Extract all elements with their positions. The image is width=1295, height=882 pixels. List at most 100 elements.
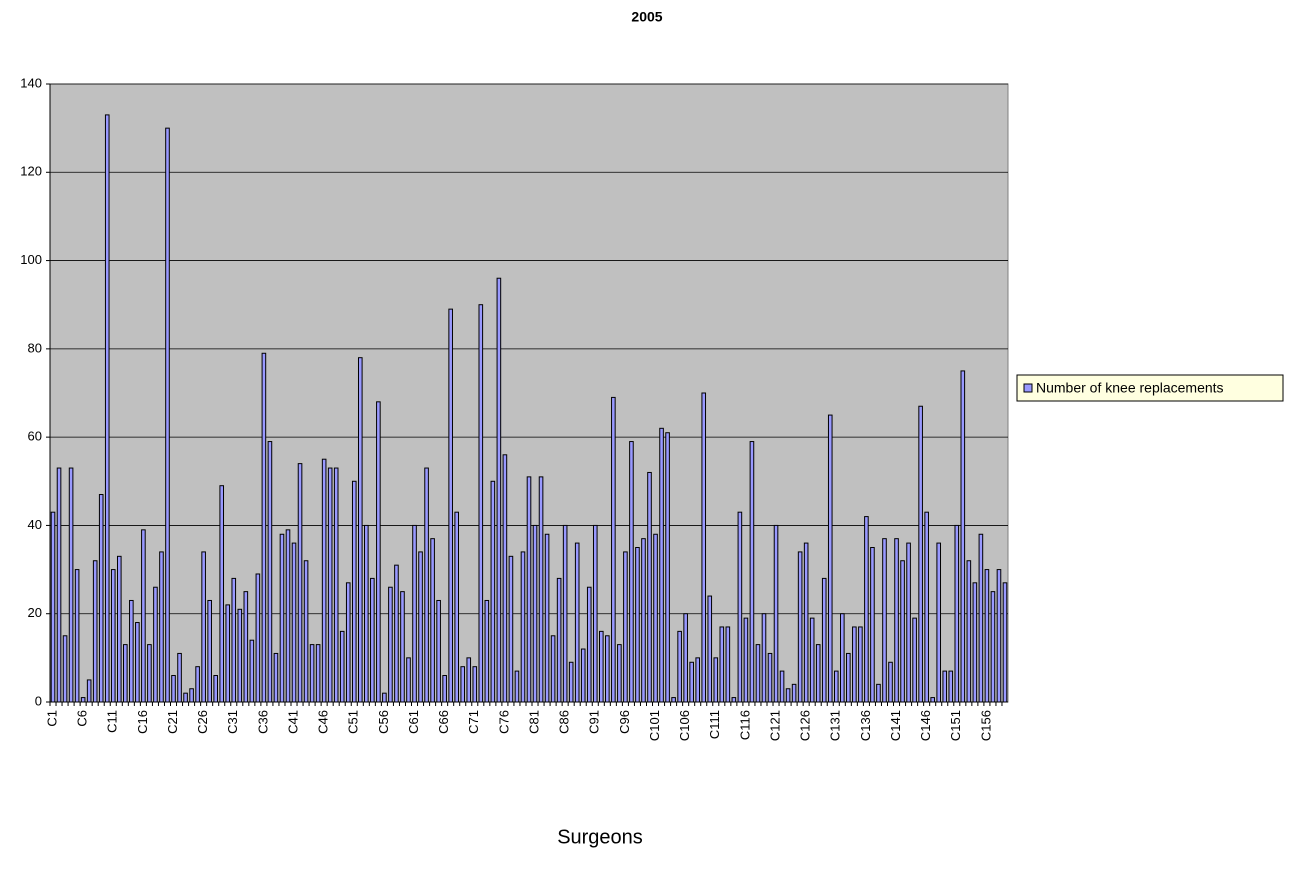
x-tick-label: C136 [858, 710, 873, 741]
bar [695, 657, 701, 703]
bar [351, 480, 357, 703]
bar [532, 524, 538, 703]
bar [291, 542, 297, 703]
bar [123, 644, 128, 703]
bar [147, 644, 152, 703]
bar [261, 352, 267, 703]
bar [92, 560, 98, 703]
bar [864, 516, 869, 703]
bar [870, 547, 875, 703]
bar [550, 635, 556, 703]
bar [767, 652, 773, 703]
bar [430, 538, 435, 703]
bar [388, 586, 393, 703]
bar [815, 644, 821, 703]
bar [370, 577, 375, 703]
bar [460, 666, 466, 703]
bar [225, 604, 231, 703]
x-tick-label: C76 [496, 710, 511, 734]
y-tick-label: 60 [28, 429, 42, 444]
bar [86, 679, 92, 703]
bar [116, 555, 122, 703]
bar [183, 692, 188, 703]
bar [906, 542, 911, 703]
bar [966, 560, 972, 703]
bar [135, 622, 140, 703]
bar [556, 577, 562, 703]
bar [725, 626, 731, 703]
bar [376, 401, 381, 703]
bar [56, 467, 62, 703]
bar [520, 551, 526, 703]
bar [357, 357, 363, 703]
bar [882, 538, 887, 703]
bar [267, 441, 273, 703]
bar [707, 595, 713, 703]
bar [924, 511, 929, 703]
bar [544, 533, 550, 703]
bar [876, 683, 881, 703]
x-tick-label: C96 [617, 710, 632, 734]
bar [249, 639, 255, 703]
bar [436, 599, 441, 703]
bar [243, 591, 249, 703]
bar [713, 657, 719, 703]
bar [189, 688, 194, 703]
bar [912, 617, 917, 703]
bar [538, 476, 544, 703]
y-tick-label: 0 [35, 693, 42, 708]
bar [165, 127, 170, 703]
bar [406, 657, 411, 703]
bar [580, 648, 586, 703]
bar [80, 697, 86, 703]
bar [394, 564, 399, 703]
bar [629, 441, 634, 703]
bar [129, 599, 134, 703]
bar [345, 582, 351, 703]
bar [894, 538, 899, 703]
bar [297, 463, 303, 703]
bar [996, 569, 1002, 703]
bar [418, 551, 423, 703]
x-tick-label: C26 [195, 710, 210, 734]
bar [50, 511, 56, 703]
bar [412, 524, 417, 703]
bar [653, 533, 658, 703]
y-tick-label: 20 [28, 605, 42, 620]
bar [942, 670, 948, 703]
legend-box [1016, 374, 1284, 402]
bar [737, 511, 743, 703]
x-tick-label: C16 [135, 710, 150, 734]
bar [852, 626, 857, 703]
bar [978, 533, 984, 703]
bar [611, 396, 616, 703]
bar [779, 670, 785, 703]
x-tick-label: C31 [225, 710, 240, 734]
x-tick-label: C121 [767, 710, 782, 741]
bar [62, 635, 68, 703]
x-tick-label: C131 [828, 710, 843, 741]
x-tick-label: C91 [587, 710, 602, 734]
x-tick-label: C21 [165, 710, 180, 734]
bar [936, 542, 942, 703]
bar [110, 569, 116, 703]
bar [364, 524, 369, 703]
bar [104, 114, 110, 703]
bar [273, 652, 279, 703]
bar [785, 688, 791, 703]
bar [448, 308, 453, 703]
bar [496, 277, 502, 703]
bar [586, 586, 592, 703]
bar [454, 511, 459, 703]
bar [255, 573, 261, 703]
bar [948, 670, 954, 703]
bar [424, 467, 429, 703]
x-tick-label: C156 [978, 710, 993, 741]
x-tick-label: C146 [918, 710, 933, 741]
bar [592, 524, 598, 703]
y-tick-label: 140 [20, 75, 42, 90]
x-tick-label: C41 [285, 710, 300, 734]
legend-label: Number of knee replacements [1036, 380, 1224, 396]
y-tick-label: 120 [20, 164, 42, 179]
